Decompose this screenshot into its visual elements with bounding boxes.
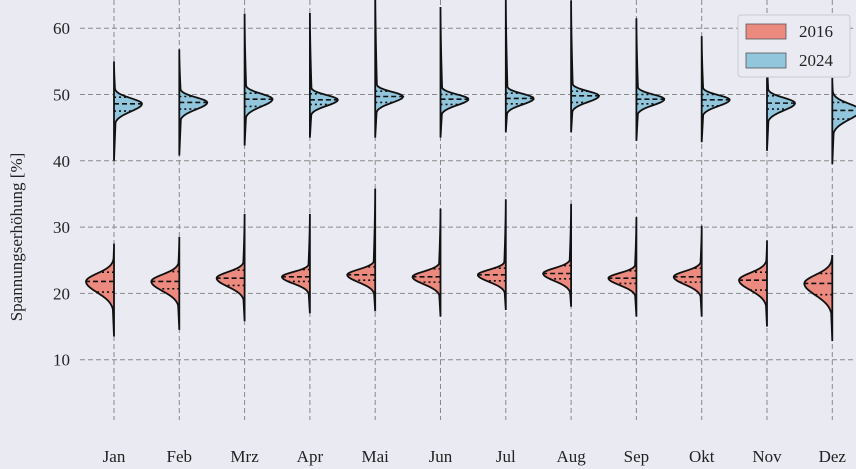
x-tick-label: Jul	[496, 447, 516, 466]
legend-swatch-2024	[745, 52, 787, 69]
y-tick-label: 40	[53, 152, 70, 171]
violin-2016-Feb	[150, 237, 181, 330]
violin-2024-Dez	[831, 77, 856, 165]
x-tick-label: Apr	[297, 447, 324, 466]
legend-swatch-2016	[745, 23, 787, 40]
y-tick-label: 10	[53, 351, 70, 370]
violin-2016-Jan	[85, 243, 115, 337]
x-tick-label: Nov	[752, 447, 782, 466]
x-tick-label: Sep	[624, 447, 650, 466]
x-tick-label: Feb	[167, 447, 193, 466]
y-tick-label: 30	[53, 218, 70, 237]
y-tick-labels: 10 20 30 40 50 60	[53, 19, 70, 370]
x-tick-label: Dez	[819, 447, 847, 466]
violin-2024-Okt	[700, 36, 731, 143]
y-tick-label: 60	[53, 19, 70, 38]
violin-2016-Mrz	[215, 213, 246, 322]
x-tick-label: Okt	[689, 447, 715, 466]
legend-label-2016: 2016	[799, 22, 833, 41]
violin-2016-Dez	[803, 254, 834, 342]
violin-2016-Sep	[607, 217, 638, 317]
x-tick-label: Jun	[429, 447, 453, 466]
x-tick-labels: Jan Feb Mrz Apr Mai Jun Jul Aug Sep Okt Nov Dez	[103, 447, 847, 466]
violin-2016-Jul	[477, 199, 507, 311]
x-tick-label: Jan	[103, 447, 126, 466]
violin-2024-Jan	[113, 61, 143, 161]
violin-2016-Nov	[738, 240, 768, 327]
violin-2016-Jun	[411, 208, 442, 317]
y-tick-label: 20	[53, 284, 70, 303]
x-tick-label: Aug	[556, 447, 586, 466]
legend: 2016 2024	[737, 14, 851, 78]
x-tick-label: Mrz	[230, 447, 259, 466]
violin-2024-Apr	[309, 12, 339, 138]
violin-2024-Aug	[570, 0, 601, 133]
x-tick-label: Mai	[362, 447, 390, 466]
violin-2016-Aug	[542, 203, 572, 307]
violin-2024-Mrz	[243, 13, 274, 146]
y-axis-label: Spannungserhöhung [%]	[7, 153, 26, 322]
violin-2016-Okt	[672, 225, 703, 317]
legend-label-2024: 2024	[799, 51, 834, 70]
violin-2016-Apr	[280, 213, 311, 314]
violins	[85, 0, 856, 342]
y-tick-label: 50	[53, 86, 70, 105]
violin-2024-Sep	[635, 18, 666, 141]
